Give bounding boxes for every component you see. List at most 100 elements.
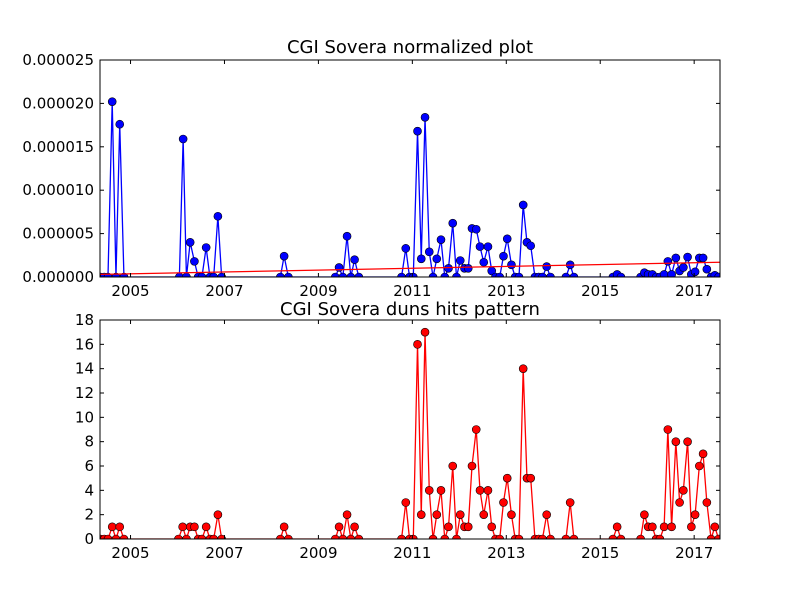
data-point	[276, 272, 285, 277]
data-point	[279, 251, 289, 261]
data-point	[526, 241, 536, 251]
data-point	[416, 254, 426, 264]
y-tick-label: 0.000005	[22, 225, 94, 243]
data-point	[119, 534, 129, 539]
data-point	[115, 119, 125, 129]
data-point	[424, 486, 434, 495]
data-point	[178, 522, 187, 532]
data-point	[213, 510, 223, 519]
data-point	[107, 97, 117, 106]
data-point	[655, 534, 665, 539]
x-tick-label: 2005	[111, 282, 149, 300]
data-point	[440, 272, 450, 277]
data-point	[452, 534, 461, 539]
x-tick-label: 2007	[205, 544, 243, 562]
data-point	[514, 534, 524, 539]
data-point	[420, 327, 430, 337]
data-point	[471, 425, 481, 434]
plot-area	[100, 327, 720, 539]
data-point	[452, 272, 461, 277]
data-point	[561, 272, 571, 277]
data-point	[616, 534, 626, 539]
data-point	[217, 534, 226, 539]
data-point	[538, 534, 547, 539]
data-point	[648, 522, 657, 532]
data-point	[640, 510, 649, 519]
data-point	[518, 200, 528, 210]
data-point	[710, 522, 720, 532]
data-point	[663, 425, 673, 434]
data-point	[695, 461, 704, 471]
data-point	[107, 522, 117, 532]
data-point	[284, 272, 293, 277]
data-point	[714, 272, 720, 277]
data-point	[502, 473, 512, 483]
data-point	[428, 272, 438, 277]
data-point	[209, 272, 218, 277]
data-point	[463, 522, 473, 532]
x-tick-label: 2015	[581, 544, 619, 562]
duns-hits-panel: CGI Sovera duns hits pattern 0 2 4 6 8 10 12 14 1…	[75, 299, 721, 562]
data-point	[354, 272, 364, 277]
data-point	[401, 498, 411, 507]
data-point	[284, 534, 293, 539]
data-point	[346, 272, 356, 277]
x-tick-label: 2017	[675, 544, 713, 562]
data-point	[432, 254, 442, 264]
data-point	[542, 262, 551, 271]
data-point	[350, 522, 359, 532]
data-point	[479, 510, 489, 519]
data-point	[338, 272, 348, 277]
data-point	[690, 510, 700, 519]
data-point	[518, 364, 528, 373]
data-point	[444, 264, 453, 273]
data-point	[499, 251, 508, 261]
data-point	[331, 534, 340, 539]
data-point	[479, 257, 489, 267]
data-point	[401, 244, 411, 253]
series-line	[100, 101, 719, 277]
data-point	[475, 242, 485, 251]
x-tick-label: 2007	[205, 282, 243, 300]
y-tick-label: 6	[84, 457, 94, 475]
data-point	[538, 272, 547, 277]
data-point	[702, 498, 712, 507]
data-point	[428, 534, 438, 539]
x-tick-label: 2017	[675, 282, 713, 300]
data-point	[542, 510, 551, 519]
axes-frame	[99, 59, 721, 278]
data-point	[507, 260, 516, 270]
data-point	[514, 272, 524, 277]
data-point	[526, 473, 536, 483]
data-point	[190, 257, 199, 266]
data-point	[612, 522, 622, 532]
data-point	[487, 522, 497, 532]
series-line	[100, 332, 720, 539]
data-point	[115, 522, 125, 532]
data-point	[413, 126, 422, 136]
data-point	[565, 498, 575, 507]
data-point	[714, 534, 720, 539]
data-point	[687, 522, 696, 532]
data-point	[463, 264, 473, 273]
data-point	[499, 498, 508, 507]
data-point	[197, 534, 207, 539]
data-point	[546, 534, 555, 539]
data-point	[679, 486, 688, 495]
data-point	[507, 510, 516, 519]
data-point	[706, 534, 716, 539]
data-point	[698, 449, 708, 459]
data-point	[334, 522, 344, 532]
normalized-plot-panel: CGI Sovera normalized plot 0.000000 0.0000…	[22, 37, 721, 300]
y-tick-label: 0.000010	[22, 181, 94, 199]
data-point	[467, 461, 477, 471]
data-point	[608, 534, 618, 539]
data-point	[397, 272, 406, 277]
chart-title: CGI Sovera duns hits pattern	[280, 299, 540, 320]
data-point	[675, 498, 684, 507]
data-point	[350, 255, 359, 264]
x-tick-label: 2005	[111, 544, 149, 562]
data-point	[354, 534, 364, 539]
data-point	[616, 272, 626, 277]
